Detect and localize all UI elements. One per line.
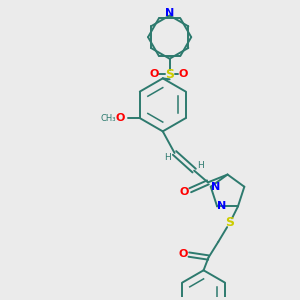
Text: O: O: [179, 69, 188, 80]
Text: N: N: [218, 202, 227, 212]
Text: N: N: [165, 8, 174, 18]
Text: O: O: [178, 249, 188, 259]
Text: O: O: [116, 113, 125, 123]
Text: S: S: [226, 216, 235, 229]
Text: CH₃: CH₃: [101, 114, 116, 123]
Text: H: H: [197, 161, 203, 170]
Text: N: N: [211, 182, 220, 192]
Text: H: H: [164, 153, 171, 162]
Text: O: O: [149, 69, 159, 80]
Text: S: S: [165, 68, 174, 81]
Text: O: O: [180, 187, 189, 197]
